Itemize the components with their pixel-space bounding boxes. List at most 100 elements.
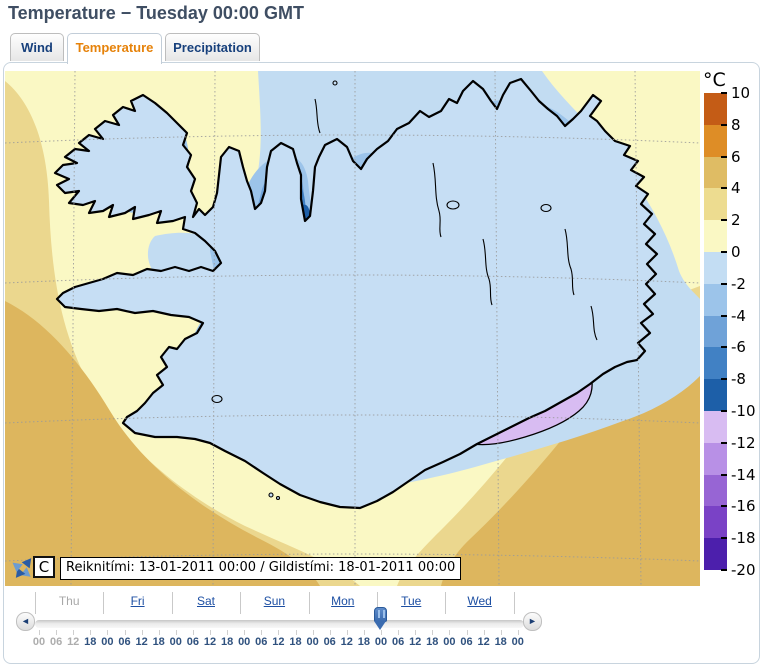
hour-label: 00 [374, 636, 388, 648]
temperature-colorbar [704, 92, 727, 571]
hour-label: 18 [152, 636, 165, 648]
colorbar-tick [721, 378, 727, 381]
rivers-and-lakes [211, 80, 598, 501]
iceland-contour-map [5, 71, 700, 586]
hour-label: 18 [494, 636, 507, 648]
colorbar-tick [721, 123, 727, 126]
colorbar-band [704, 347, 727, 380]
hour-label: 12 [272, 636, 285, 648]
colorbar-band [704, 188, 727, 221]
colorbar-tick-label: -6 [731, 338, 746, 357]
tab-temperature[interactable]: Temperature [67, 33, 162, 64]
timeline-slider-handle[interactable] [374, 607, 387, 630]
day-separator [103, 592, 105, 614]
timeline-day-fri[interactable]: Fri [103, 594, 171, 608]
colorbar-band [704, 538, 727, 571]
timeline-next-button[interactable]: ► [523, 612, 542, 631]
day-link[interactable]: Sun [263, 594, 286, 608]
hour-label: 06 [323, 636, 336, 648]
colorbar-band [704, 379, 727, 412]
day-separator [377, 592, 378, 614]
hour-tick [381, 630, 382, 635]
day-link[interactable]: Tue [401, 594, 422, 608]
hour-label: 00 [101, 636, 114, 648]
hour-tick [329, 630, 331, 635]
colorbar-tick [721, 346, 727, 349]
hour-label: 00 [238, 636, 251, 648]
tab-wind[interactable]: Wind [10, 33, 64, 61]
hour-label: 18 [357, 636, 371, 648]
hour-tick [517, 630, 519, 635]
colorbar-tick [721, 251, 727, 253]
timeline-day-sat[interactable]: Sat [172, 594, 240, 608]
day-separator [171, 592, 173, 614]
hour-tick [90, 630, 92, 635]
hour-tick [227, 630, 229, 635]
hour-label: 00 [511, 636, 524, 648]
colorbar-band [704, 220, 727, 253]
hour-label: 00 [443, 636, 456, 648]
colorbar-band [704, 442, 727, 476]
timeline-prev-button[interactable]: ◄ [16, 612, 35, 631]
colorbar-tick [721, 537, 727, 540]
hour-label: 00 [169, 636, 182, 648]
colorbar-band [704, 283, 727, 317]
colorbar-tick [721, 314, 727, 317]
timeline-track[interactable] [35, 620, 524, 628]
colorbar-tick [721, 155, 727, 158]
day-link[interactable]: Mon [331, 594, 355, 608]
colorbar-tick-label: -18 [731, 529, 756, 548]
tab-precipitation[interactable]: Precipitation [165, 33, 260, 61]
copyright-button[interactable]: C [33, 556, 55, 578]
hour-label: 18 [84, 636, 97, 648]
legend-unit-label: °C [703, 69, 726, 91]
colorbar-tick [721, 282, 727, 285]
day-link[interactable]: Wed [467, 594, 492, 608]
hour-label: 18 [426, 636, 439, 648]
colorbar-tick-labels: 10 8 6 4 2 0 -2 -4 -6 -8 -10 -12 -14 -16 -18 -20 [731, 84, 767, 579]
timeline-day-wed[interactable]: Wed [445, 594, 513, 608]
colorbar-tick-label: -10 [731, 402, 756, 420]
day-separator [240, 592, 242, 614]
hour-tick [346, 630, 348, 635]
hour-label: 12 [340, 636, 353, 648]
hour-label: 06 [460, 636, 473, 648]
hour-label: 00 [306, 636, 319, 648]
day-link[interactable]: Fri [130, 594, 145, 608]
hour-tick [500, 630, 502, 635]
day-link[interactable]: Sat [196, 594, 215, 608]
colorbar-tick [721, 473, 727, 476]
colorbar-tick [721, 505, 727, 508]
temperature-map[interactable] [5, 71, 700, 586]
timeline-day-tue[interactable]: Tue [377, 594, 445, 608]
timeline-day-sun[interactable]: Sun [240, 594, 308, 608]
hour-tick [210, 630, 211, 635]
day-separator [35, 592, 36, 614]
hour-label: 06 [255, 636, 268, 648]
hour-label: 06 [118, 636, 131, 648]
hour-label: 12 [409, 636, 422, 648]
colorbar-tick-label: -8 [731, 370, 746, 389]
colorbar-band [704, 474, 727, 507]
colorbar-tick-label: -20 [731, 561, 756, 579]
hour-tick [312, 630, 314, 635]
hour-tick [244, 630, 246, 635]
colorbar-tick-label: 0 [731, 243, 741, 261]
hour-tick [398, 630, 400, 635]
hour-tick [432, 630, 434, 635]
timeline-day-mon[interactable]: Mon [309, 594, 377, 608]
hour-tick [192, 630, 194, 635]
colorbar-band [704, 411, 727, 444]
colorbar-tick-label: -16 [731, 497, 756, 516]
hour-label: 06 [186, 636, 200, 648]
hour-label: 06 [49, 636, 63, 648]
day-separator [513, 592, 515, 614]
hour-label: 12 [67, 636, 80, 648]
hour-label: 18 [220, 636, 234, 648]
colorbar-band [704, 156, 727, 189]
colorbar-band [704, 124, 727, 158]
day-separator [445, 592, 447, 614]
hour-tick [107, 630, 109, 635]
colorbar-tick [721, 187, 727, 190]
